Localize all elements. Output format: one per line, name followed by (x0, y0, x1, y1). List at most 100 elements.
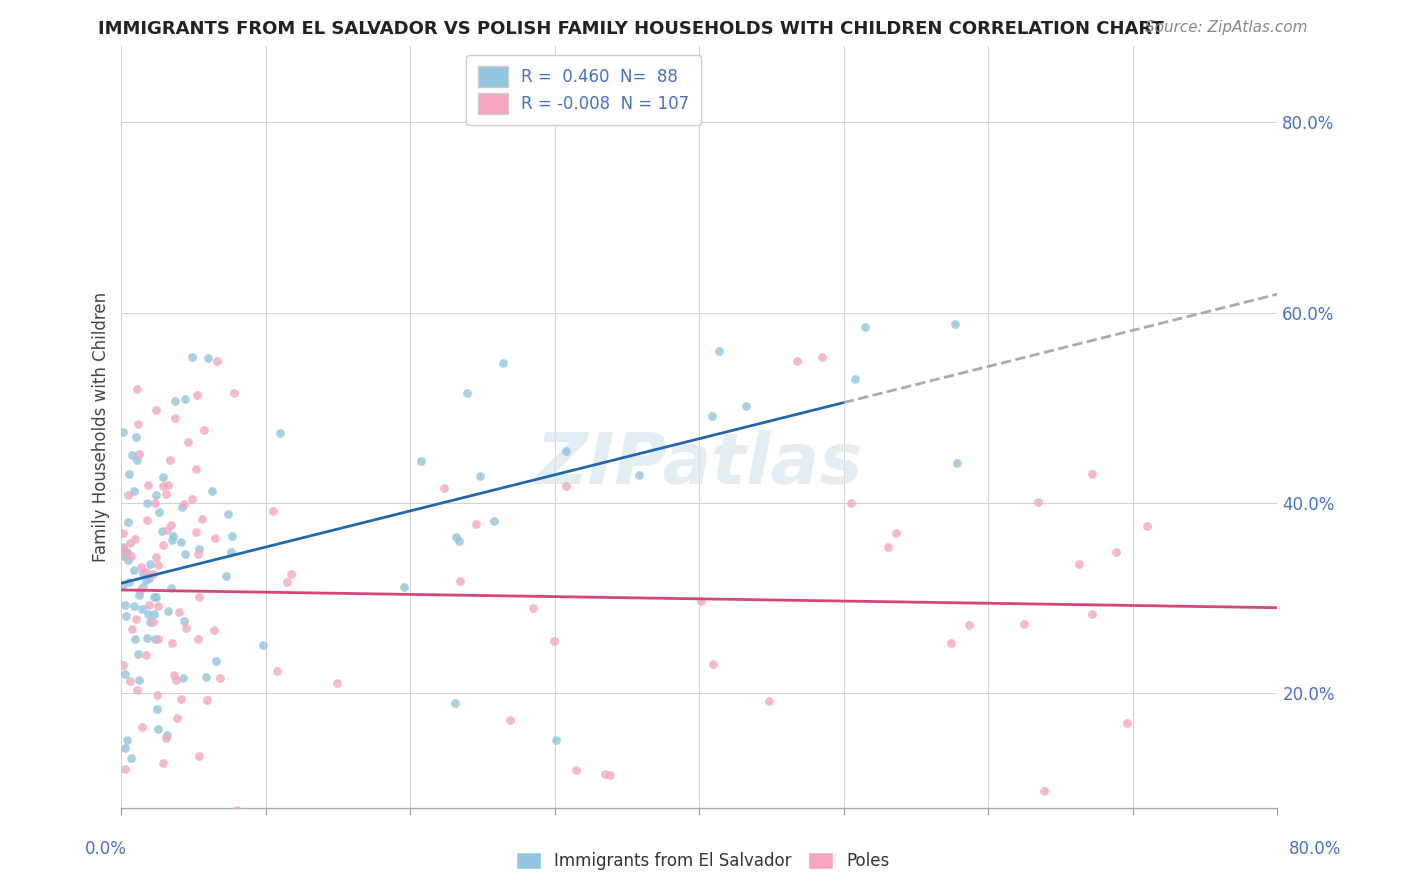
Point (118, 575, 141, 590)
Point (173, 614, 195, 628)
Point (115, 546, 138, 560)
Point (121, 622, 143, 636)
Point (114, 667, 136, 681)
Point (156, 728, 179, 742)
Text: Source: ZipAtlas.com: Source: ZipAtlas.com (1144, 20, 1308, 35)
Point (217, 507, 239, 521)
Point (174, 547, 197, 561)
Point (131, 720, 153, 734)
Point (188, 591, 211, 605)
Point (844, 372, 866, 386)
Point (141, 567, 163, 582)
Point (945, 456, 967, 470)
Point (499, 714, 522, 728)
Point (117, 488, 139, 502)
Point (145, 488, 167, 502)
Point (143, 590, 166, 604)
Point (138, 598, 160, 612)
Point (939, 636, 962, 650)
Point (145, 591, 167, 605)
Point (187, 749, 209, 764)
Legend: R =  0.460  N=  88, R = -0.008  N = 107: R = 0.460 N= 88, R = -0.008 N = 107 (467, 54, 702, 125)
Point (839, 496, 862, 510)
Point (120, 751, 142, 765)
Point (262, 504, 284, 518)
Point (184, 524, 207, 539)
Point (276, 574, 298, 589)
Point (492, 356, 515, 370)
Point (202, 623, 225, 637)
Point (159, 453, 181, 467)
Point (124, 632, 146, 647)
Point (145, 403, 167, 417)
Legend: Immigrants from El Salvador, Poles: Immigrants from El Salvador, Poles (509, 845, 897, 877)
Point (707, 343, 730, 358)
Point (1026, 495, 1049, 509)
Point (146, 599, 169, 613)
Point (127, 647, 149, 661)
Point (155, 731, 177, 746)
Point (543, 633, 565, 648)
Point (117, 545, 139, 559)
Point (160, 581, 183, 595)
Point (146, 702, 169, 716)
Point (162, 528, 184, 542)
Point (114, 762, 136, 776)
Point (111, 425, 134, 439)
Point (957, 618, 980, 632)
Point (135, 648, 157, 663)
Y-axis label: Family Households with Children: Family Households with Children (93, 292, 110, 562)
Point (280, 567, 302, 582)
Point (129, 582, 152, 597)
Point (145, 688, 167, 702)
Point (163, 668, 186, 682)
Point (122, 562, 145, 576)
Point (1136, 518, 1159, 533)
Point (173, 392, 195, 406)
Point (689, 594, 711, 608)
Point (160, 533, 183, 547)
Point (187, 632, 209, 647)
Point (124, 599, 146, 614)
Point (145, 549, 167, 564)
Point (544, 733, 567, 747)
Point (221, 529, 243, 543)
Point (163, 411, 186, 425)
Point (456, 386, 478, 401)
Point (1012, 617, 1035, 632)
Point (127, 452, 149, 467)
Text: IMMIGRANTS FROM EL SALVADOR VS POLISH FAMILY HOUSEHOLDS WITH CHILDREN CORRELATIO: IMMIGRANTS FROM EL SALVADOR VS POLISH FA… (98, 20, 1164, 37)
Point (111, 577, 134, 591)
Point (195, 693, 218, 707)
Point (112, 549, 135, 564)
Point (146, 558, 169, 572)
Text: 0.0%: 0.0% (84, 840, 127, 858)
Point (156, 604, 179, 618)
Point (111, 541, 134, 555)
Point (565, 763, 588, 777)
Point (554, 479, 576, 493)
Point (125, 382, 148, 396)
Point (167, 606, 190, 620)
Point (114, 608, 136, 623)
Point (392, 580, 415, 594)
Point (1115, 716, 1137, 731)
Point (131, 602, 153, 616)
Point (143, 496, 166, 510)
Point (225, 803, 247, 817)
Point (449, 574, 471, 588)
Point (155, 487, 177, 501)
Point (884, 526, 907, 541)
Point (465, 517, 488, 532)
Point (446, 530, 468, 544)
Point (252, 638, 274, 652)
Point (522, 600, 544, 615)
Point (160, 517, 183, 532)
Point (174, 621, 197, 635)
Point (555, 444, 578, 458)
Point (118, 536, 141, 550)
Point (125, 612, 148, 626)
Point (128, 673, 150, 687)
Point (447, 534, 470, 549)
Point (266, 664, 288, 678)
